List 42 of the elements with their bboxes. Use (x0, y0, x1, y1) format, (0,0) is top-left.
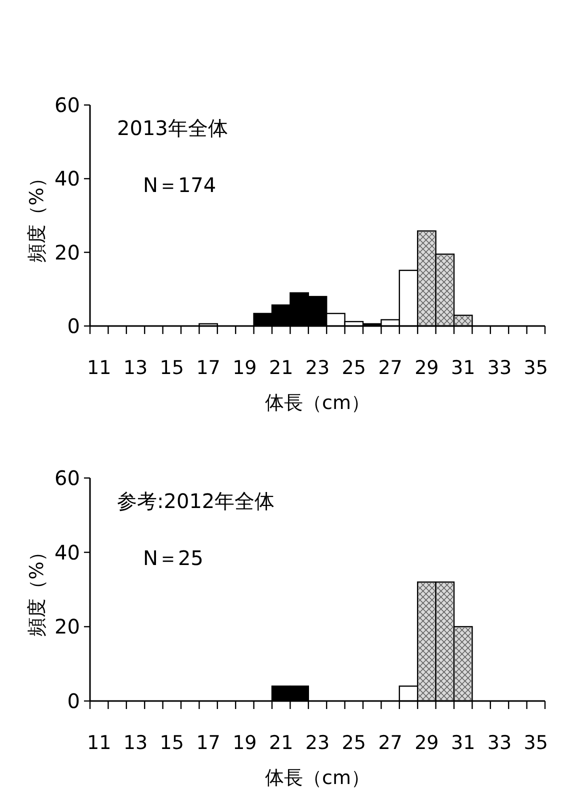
x-tick-label: 27 (378, 732, 402, 754)
x-tick-label: 31 (451, 357, 476, 379)
y-tick-label: 40 (54, 540, 80, 564)
annotation: 2013年全体 (117, 116, 228, 140)
x-tick-label: 35 (524, 732, 548, 754)
x-tick-label: 13 (123, 732, 148, 754)
annotation: 参考:2012年全体 (117, 489, 275, 513)
x-tick-label: 25 (342, 357, 366, 379)
y-axis-title: 頻度（%） (26, 168, 48, 263)
annotation: N＝174 (143, 173, 216, 197)
x-tick-label: 15 (160, 357, 184, 379)
y-tick-label: 40 (54, 166, 80, 191)
x-tick-label: 19 (232, 732, 257, 754)
x-tick-label: 25 (342, 732, 366, 754)
x-tick-label: 33 (487, 732, 512, 754)
y-tick-label: 60 (54, 466, 80, 490)
y-tick-label: 20 (54, 614, 80, 639)
x-tick-label: 11 (87, 732, 112, 754)
y-tick-label: 60 (54, 93, 80, 117)
x-tick-label: 21 (269, 357, 294, 379)
x-tick-label: 15 (160, 732, 184, 754)
y-axis-title: 頻度（%） (26, 542, 48, 637)
x-tick-label: 21 (269, 732, 294, 754)
x-tick-label: 33 (487, 357, 512, 379)
y-tick-label: 20 (54, 240, 80, 264)
x-tick-label: 23 (305, 732, 330, 754)
x-tick-label: 11 (87, 357, 112, 379)
x-tick-label: 19 (232, 357, 257, 379)
x-tick-label: 27 (378, 357, 402, 379)
y-tick-label: 0 (67, 314, 80, 338)
x-tick-label: 29 (414, 732, 439, 754)
x-tick-label: 17 (196, 357, 220, 379)
x-tick-label: 13 (123, 357, 148, 379)
x-tick-label: 29 (414, 357, 439, 379)
x-tick-label: 31 (451, 732, 476, 754)
x-tick-label: 23 (305, 357, 330, 379)
x-axis-title: 体長（cm） (265, 392, 370, 414)
annotation: N＝25 (143, 546, 204, 570)
x-tick-label: 17 (196, 732, 220, 754)
x-tick-label: 35 (524, 357, 548, 379)
y-tick-label: 0 (67, 689, 80, 713)
x-axis-title: 体長（cm） (265, 767, 370, 789)
